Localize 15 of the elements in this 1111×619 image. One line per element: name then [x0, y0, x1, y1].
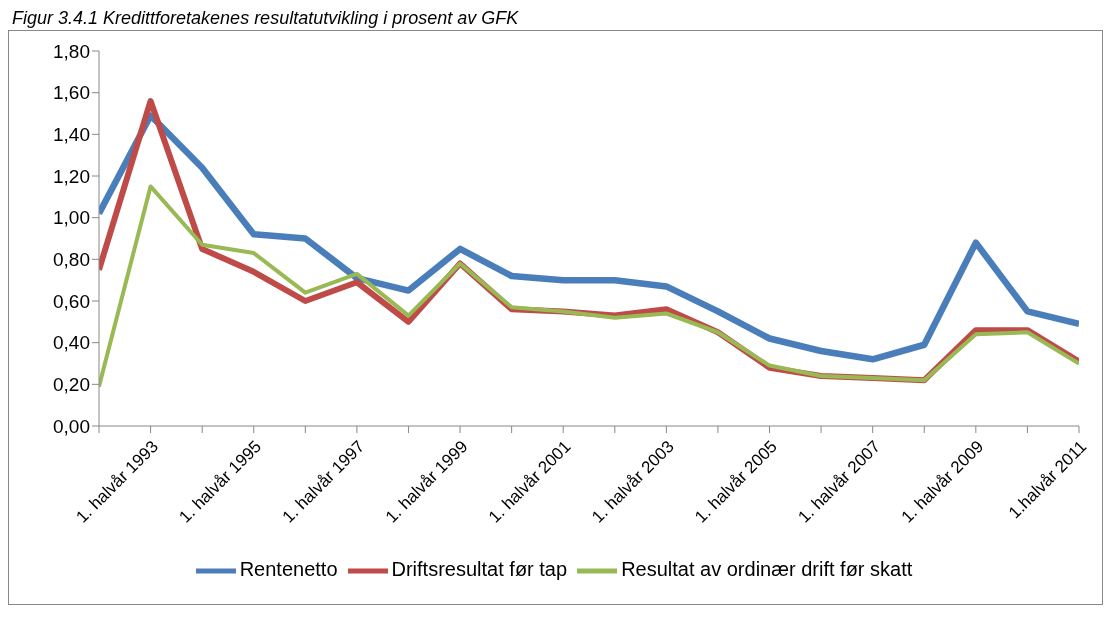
y-tick-label: 1,40 — [53, 124, 90, 146]
y-tick-label: 0,20 — [53, 374, 90, 396]
y-tick-label: 0,60 — [53, 290, 90, 312]
y-tick-label: 1,20 — [53, 165, 90, 187]
chart-title: Figur 3.4.1 Kredittforetakenes resultatutvikling i prosent av GFK — [11, 8, 520, 30]
legend-label: Resultat av ordinær drift før skatt — [621, 558, 913, 581]
y-tick-label: 0,40 — [53, 332, 90, 354]
y-tick-label: 0,00 — [53, 415, 90, 437]
y-tick-label: 1,00 — [53, 207, 90, 229]
legend-label: Driftsresultat før tap — [391, 558, 568, 581]
y-tick-label: 0,80 — [53, 249, 90, 271]
y-tick-label: 1,80 — [53, 40, 90, 62]
y-tick-label: 1,60 — [53, 82, 90, 104]
legend-label: Rentenetto — [239, 558, 338, 581]
line-series — [99, 184, 1079, 389]
